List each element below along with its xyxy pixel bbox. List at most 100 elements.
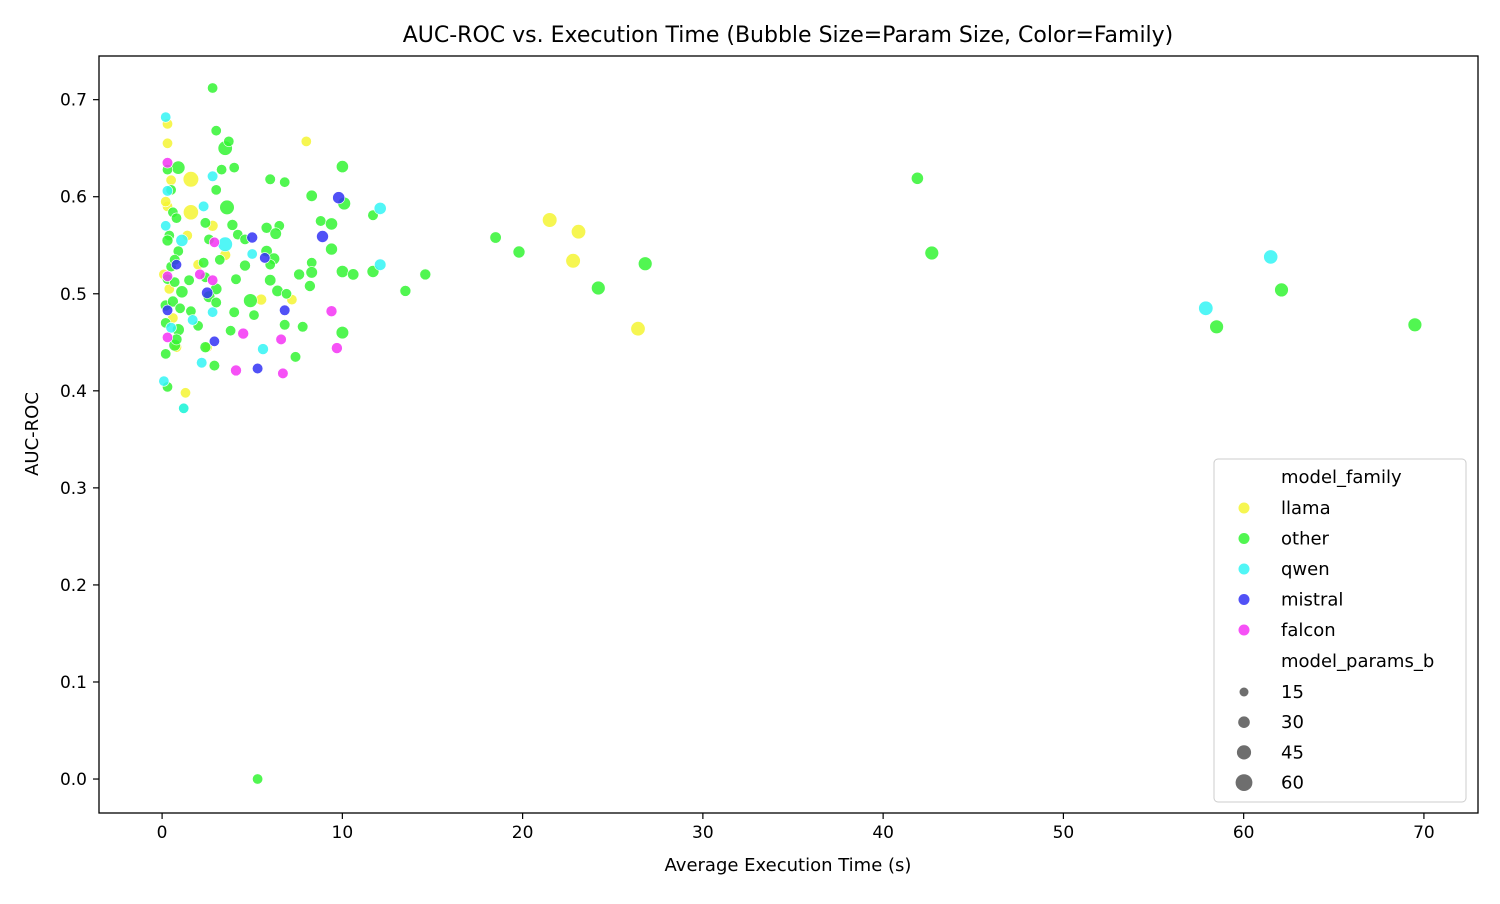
data-point-other: [160, 348, 172, 360]
legend-size-marker: [1236, 745, 1252, 760]
data-point-other: [216, 164, 228, 176]
legend-size-title: model_params_b: [1281, 651, 1434, 672]
data-point-other: [305, 266, 318, 279]
data-point-other: [174, 302, 186, 314]
data-point-llama: [180, 387, 192, 399]
data-point-other: [325, 217, 338, 231]
data-point-qwen: [160, 220, 172, 232]
data-point-other: [304, 280, 316, 292]
data-point-other: [279, 319, 291, 331]
data-point-other: [1209, 319, 1224, 334]
legend-label-mistral: mistral: [1281, 590, 1343, 611]
data-point-other: [228, 162, 240, 174]
y-tick-label: 0.4: [60, 382, 87, 402]
plot-area: [158, 82, 1423, 785]
data-point-other: [161, 234, 174, 247]
data-point-other: [1274, 282, 1289, 298]
data-point-other: [199, 217, 211, 229]
data-point-other: [335, 265, 349, 278]
data-point-other: [210, 184, 222, 196]
data-point-other: [207, 82, 219, 94]
data-point-other: [335, 326, 350, 340]
data-point-other: [169, 276, 181, 288]
chart-title: AUC-ROC vs. Execution Time (Bubble Size=…: [403, 23, 1174, 48]
data-point-llama: [630, 321, 646, 337]
data-point-other: [260, 222, 273, 234]
data-point-other: [171, 160, 186, 175]
data-point-mistral: [171, 259, 183, 271]
data-point-other: [280, 288, 292, 300]
y-tick-label: 0.3: [60, 479, 87, 499]
data-point-qwen: [160, 111, 172, 123]
data-point-falcon: [208, 236, 220, 248]
legend-label-other: other: [1281, 529, 1330, 550]
data-point-other: [226, 219, 239, 231]
y-tick-label: 0.5: [60, 285, 87, 305]
data-point-llama: [182, 204, 199, 221]
data-point-other: [171, 212, 183, 224]
data-point-other: [199, 341, 212, 354]
legend-size-marker: [1239, 687, 1249, 697]
data-point-other: [210, 296, 222, 309]
data-point-falcon: [331, 342, 343, 354]
data-point-other: [252, 773, 264, 785]
legend-size-marker: [1238, 716, 1250, 728]
data-point-llama: [165, 174, 177, 186]
legend-marker-falcon: [1238, 624, 1250, 636]
data-point-other: [239, 259, 251, 272]
data-point-falcon: [277, 367, 289, 380]
data-point-llama: [300, 135, 312, 147]
x-axis: 0 10 20 30 40 50 60 70: [157, 813, 1435, 843]
data-point-other: [297, 321, 309, 333]
data-point-llama: [570, 224, 586, 240]
data-point-other: [223, 135, 235, 147]
data-point-other: [591, 280, 606, 296]
data-point-other: [243, 293, 258, 308]
data-point-qwen: [161, 185, 174, 197]
y-tick-label: 0.6: [60, 188, 87, 208]
data-point-falcon: [325, 305, 338, 318]
data-point-llama: [182, 171, 199, 188]
data-point-other: [512, 245, 526, 259]
data-point-other: [279, 176, 291, 188]
y-tick-label: 0.1: [60, 673, 87, 693]
data-point-qwen: [1263, 249, 1279, 265]
data-point-qwen: [246, 248, 258, 260]
data-point-qwen: [257, 343, 269, 355]
x-tick-label: 50: [1053, 823, 1075, 843]
data-point-falcon: [275, 333, 287, 346]
data-point-other: [248, 309, 260, 321]
data-point-other: [228, 306, 240, 318]
data-point-other: [924, 245, 939, 261]
data-point-qwen: [374, 258, 387, 271]
data-point-other: [183, 274, 195, 286]
legend-marker-qwen: [1238, 563, 1250, 575]
data-point-falcon: [162, 331, 174, 343]
data-point-other: [264, 274, 277, 287]
y-tick-label: 0.7: [60, 91, 87, 111]
data-point-other: [419, 268, 432, 281]
legend-marker-mistral: [1238, 594, 1250, 605]
data-point-falcon: [230, 364, 242, 377]
data-point-mistral: [161, 304, 174, 316]
data-point-llama: [160, 196, 172, 208]
x-axis-label: Average Execution Time (s): [665, 855, 912, 876]
data-point-qwen: [165, 322, 177, 334]
data-point-qwen: [175, 233, 189, 247]
data-point-other: [269, 227, 282, 240]
x-tick-label: 10: [332, 823, 354, 843]
data-point-mistral: [201, 286, 214, 299]
y-axis-label: AUC-ROC: [22, 392, 43, 476]
data-point-other: [911, 171, 924, 185]
data-point-mistral: [252, 362, 264, 375]
data-point-qwen: [178, 402, 190, 414]
legend-size-label: 60: [1281, 773, 1304, 794]
y-tick-label: 0.2: [60, 576, 87, 596]
data-point-falcon: [207, 274, 219, 286]
legend-label-llama: llama: [1281, 498, 1331, 519]
legend-size-label: 15: [1281, 682, 1304, 703]
data-point-falcon: [161, 157, 174, 169]
x-tick-label: 70: [1413, 823, 1435, 843]
legend-marker-other: [1238, 533, 1250, 544]
